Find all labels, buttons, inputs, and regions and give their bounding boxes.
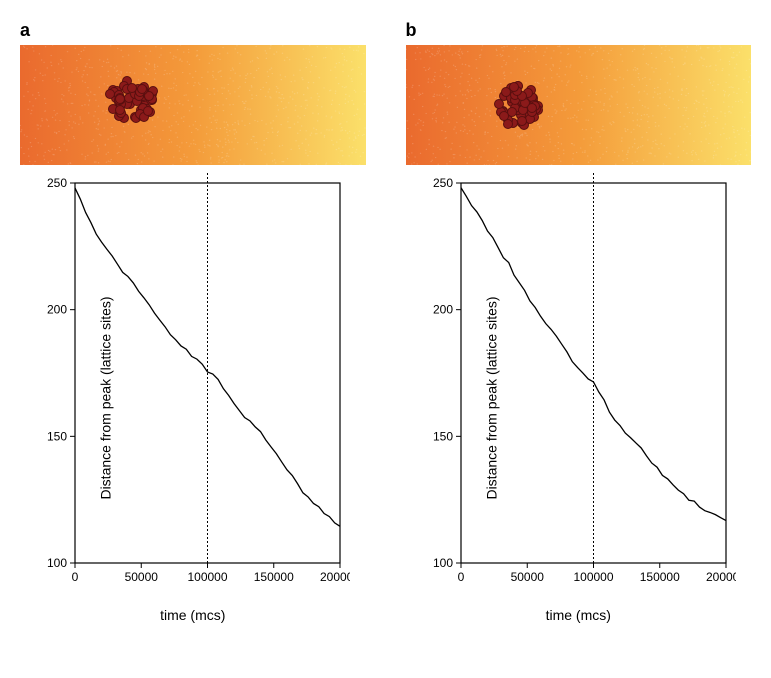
svg-text:250: 250	[47, 176, 67, 190]
chart-b: 0 50000 100000 150000 200000 100 150 200 250	[406, 173, 736, 603]
svg-text:250: 250	[432, 176, 452, 190]
panel-label-a: a	[20, 20, 366, 41]
xlabel-b: time (mcs)	[406, 607, 752, 623]
svg-text:100: 100	[432, 556, 452, 570]
chart-b-wrap: Distance from peak (lattice sites) 0 5000…	[406, 173, 752, 623]
chart-a: 0 50000 100000 150000 200000 100 150 200 250	[20, 173, 350, 603]
sim-image-a	[20, 45, 366, 165]
svg-text:100000: 100000	[187, 570, 227, 584]
svg-text:150000: 150000	[254, 570, 294, 584]
ylabel-b: Distance from peak (lattice sites)	[483, 296, 499, 499]
xlabel-a: time (mcs)	[20, 607, 366, 623]
svg-text:0: 0	[72, 570, 79, 584]
svg-text:0: 0	[457, 570, 464, 584]
svg-text:150: 150	[47, 429, 67, 443]
panel-label-b: b	[406, 20, 752, 41]
svg-text:50000: 50000	[125, 570, 159, 584]
panel-b: b Distance from peak (lattice sites) 0 50…	[406, 20, 752, 623]
svg-text:200000: 200000	[705, 570, 735, 584]
svg-text:100: 100	[47, 556, 67, 570]
svg-text:150: 150	[432, 429, 452, 443]
svg-text:200: 200	[432, 303, 452, 317]
svg-text:200000: 200000	[320, 570, 350, 584]
svg-text:100000: 100000	[573, 570, 613, 584]
figure: a Distance from peak (lattice sites) 0 50…	[20, 20, 751, 623]
svg-text:50000: 50000	[510, 570, 544, 584]
panel-a: a Distance from peak (lattice sites) 0 50…	[20, 20, 366, 623]
sim-image-b	[406, 45, 752, 165]
svg-text:150000: 150000	[639, 570, 679, 584]
ylabel-a: Distance from peak (lattice sites)	[98, 296, 114, 499]
svg-text:200: 200	[47, 303, 67, 317]
chart-a-wrap: Distance from peak (lattice sites) 0 5000…	[20, 173, 366, 623]
